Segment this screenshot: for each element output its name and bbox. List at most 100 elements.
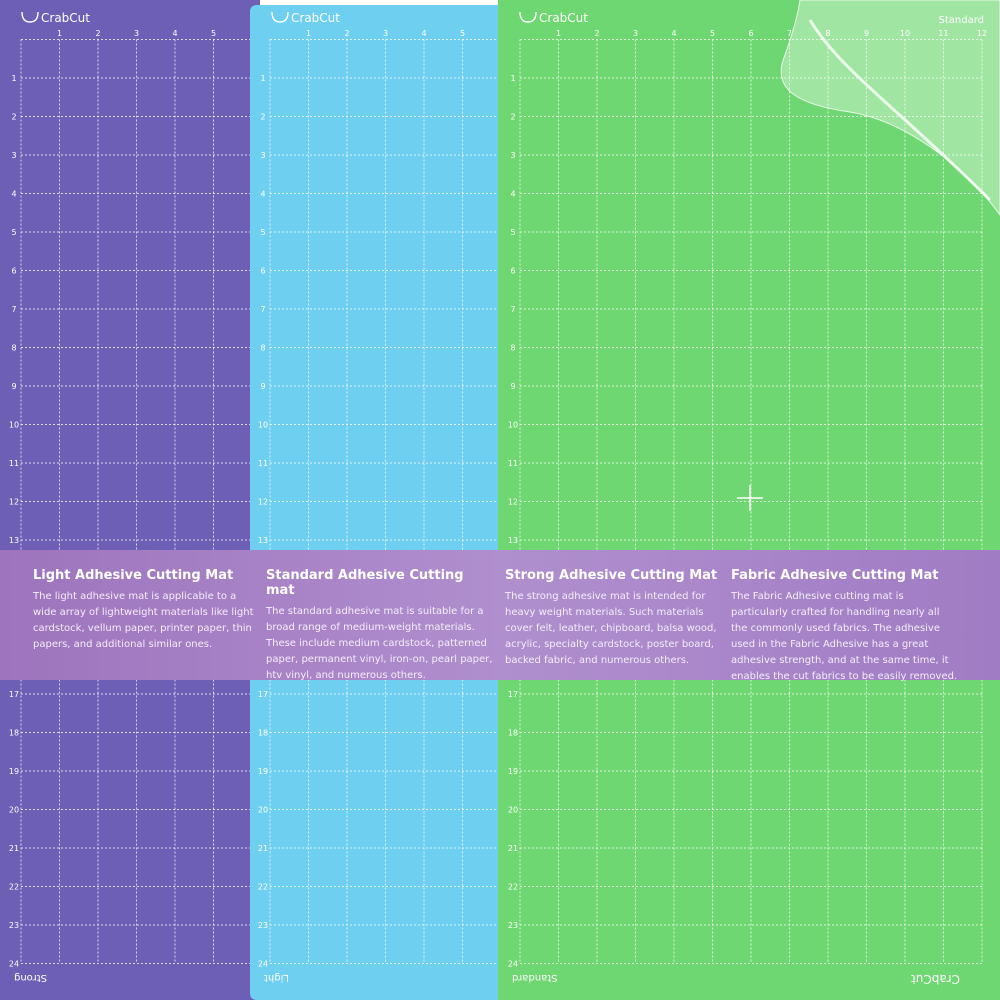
ruler-number: 17 [258, 690, 268, 699]
ruler-number: 2 [11, 113, 16, 122]
mat-label: Strong [14, 972, 47, 983]
mat-surface [250, 5, 505, 1000]
ruler-number: 11 [938, 29, 948, 38]
ruler-number: 19 [258, 767, 268, 776]
ruler-number: 23 [9, 921, 19, 930]
brand-name: CrabCut [539, 11, 588, 25]
ruler-number: 2 [510, 113, 515, 122]
ruler-number: 4 [671, 29, 676, 38]
ruler-number: 3 [134, 29, 139, 38]
ruler-number: 8 [260, 344, 265, 353]
mat-description: Strong Adhesive Cutting Mat The strong ad… [505, 568, 733, 669]
ruler-number: 8 [510, 344, 515, 353]
ruler-number: 18 [258, 729, 268, 738]
mat-label: Standard [512, 972, 558, 983]
ruler-number: 4 [11, 190, 16, 199]
film-shine [808, 19, 992, 202]
ruler-number: 23 [508, 921, 518, 930]
ruler-number: 4 [510, 190, 515, 199]
ruler-number: 11 [508, 459, 518, 468]
ruler-number: 22 [258, 883, 268, 892]
ruler-number: 1 [306, 29, 311, 38]
ruler-number: 4 [421, 29, 426, 38]
mat-label: Light [264, 972, 289, 983]
ruler-number: 9 [260, 382, 265, 391]
ruler-number: 1 [260, 74, 265, 83]
ruler-number: 19 [9, 767, 19, 776]
ruler-number: 21 [9, 844, 19, 853]
ruler-number: 17 [508, 690, 518, 699]
ruler-number: 3 [383, 29, 388, 38]
ruler-number: 11 [9, 459, 19, 468]
ruler-number: 2 [594, 29, 599, 38]
ruler-number: 6 [748, 29, 753, 38]
mat-description: Standard Adhesive Cutting mat The standar… [266, 568, 494, 684]
ruler-number: 5 [11, 228, 16, 237]
ruler-number: 20 [508, 806, 518, 815]
card-title: Fabric Adhesive Cutting Mat [731, 568, 939, 583]
ruler-number: 2 [260, 113, 265, 122]
brand-name: CrabCut [41, 11, 90, 25]
ruler-number: 5 [460, 29, 465, 38]
ruler-number: 3 [11, 151, 16, 160]
ruler-number: 10 [258, 421, 268, 430]
mat-surface [0, 0, 260, 1000]
banner: Light Adhesive Cutting Mat The light adhe… [0, 550, 1000, 682]
ruler-number: 19 [508, 767, 518, 776]
ruler-number: 20 [9, 806, 19, 815]
ruler-number: 24 [9, 960, 19, 969]
ruler-number: 13 [9, 536, 19, 545]
ruler-number: 12 [977, 29, 987, 38]
card-text: The light adhesive mat is applicable to … [33, 591, 254, 650]
brand-name: CrabCut [911, 972, 960, 986]
ruler-number: 8 [825, 29, 830, 38]
brand-logo [271, 11, 289, 23]
ruler-number: 10 [900, 29, 910, 38]
ruler-number: 1 [11, 74, 16, 83]
ruler-number: 1 [57, 29, 62, 38]
card-title: Light Adhesive Cutting Mat [33, 568, 234, 583]
ruler-number: 12 [508, 498, 518, 507]
card-title: Strong Adhesive Cutting Mat [505, 568, 718, 583]
ruler-number: 22 [508, 883, 518, 892]
ruler-number: 5 [260, 228, 265, 237]
ruler-number: 12 [9, 498, 19, 507]
ruler-number: 21 [508, 844, 518, 853]
card-title: Standard Adhesive Cutting mat [266, 568, 464, 598]
ruler-number: 23 [258, 921, 268, 930]
ruler-number: 13 [258, 536, 268, 545]
brand-name: CrabCut [291, 11, 340, 25]
ruler-number: 3 [510, 151, 515, 160]
ruler-number: 10 [9, 421, 19, 430]
ruler-number: 3 [260, 151, 265, 160]
ruler-number: 10 [508, 421, 518, 430]
ruler-number: 21 [258, 844, 268, 853]
ruler-number: 5 [510, 228, 515, 237]
ruler-number: 6 [260, 267, 265, 276]
ruler-number: 9 [510, 382, 515, 391]
ruler-number: 3 [633, 29, 638, 38]
ruler-number: 2 [95, 29, 100, 38]
ruler-number: 9 [11, 382, 16, 391]
ruler-number: 1 [556, 29, 561, 38]
ruler-number: 1 [510, 74, 515, 83]
ruler-number: 4 [260, 190, 265, 199]
card-text: The strong adhesive mat is intended for … [505, 591, 717, 666]
mat-surface [498, 0, 1000, 1000]
ruler-number: 4 [172, 29, 177, 38]
ruler-number: 24 [508, 960, 518, 969]
ruler-number: 7 [510, 305, 515, 314]
ruler-number: 22 [9, 883, 19, 892]
ruler-number: 7 [11, 305, 16, 314]
ruler-number: 17 [9, 690, 19, 699]
ruler-number: 11 [258, 459, 268, 468]
brand-logo [21, 11, 39, 23]
ruler-number: 6 [510, 267, 515, 276]
mat-description: Light Adhesive Cutting Mat The light adhe… [33, 568, 261, 653]
card-text: The standard adhesive mat is suitable fo… [266, 606, 493, 681]
mat-label: Standard [939, 15, 985, 26]
ruler-number: 13 [508, 536, 518, 545]
ruler-number: 6 [11, 267, 16, 276]
